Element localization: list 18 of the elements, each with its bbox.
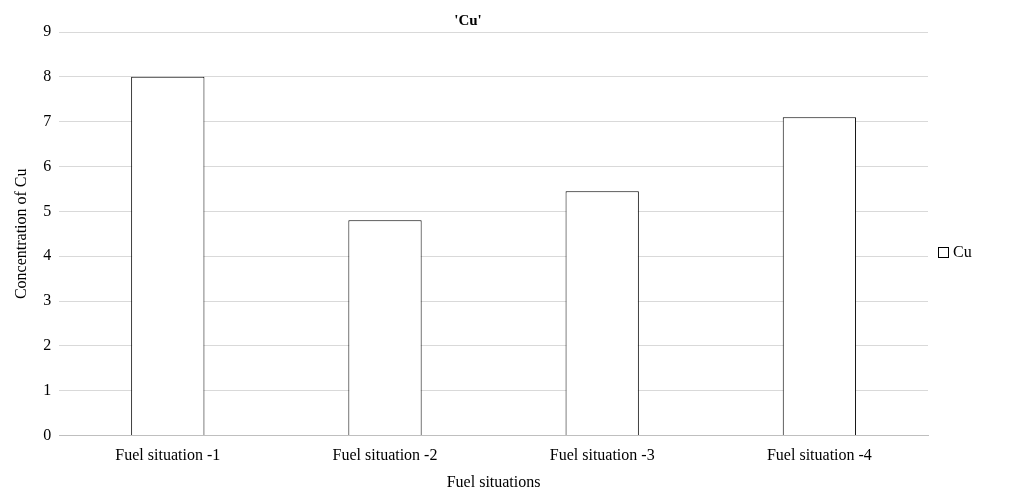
text: Cu: [953, 243, 972, 261]
y-tick-label: 0: [43, 425, 52, 443]
y-tick-label: 6: [43, 156, 52, 174]
y-tick-label: 9: [43, 22, 52, 40]
y-axis-title: Concentration of Cu: [11, 168, 29, 300]
y-tick-label: 8: [43, 67, 52, 85]
x-tick-label: Fuel situation -4: [766, 446, 872, 464]
x-tick-label: Fuel situation -1: [115, 446, 221, 464]
y-tick-label: 5: [43, 201, 52, 219]
x-tick-label: Fuel situation -3: [549, 446, 655, 464]
chart-title: 'Cu': [454, 11, 482, 28]
x-tick-label: Fuel situation -2: [332, 446, 438, 464]
y-tick-label: 1: [43, 380, 52, 398]
y-tick-label: 4: [43, 246, 52, 264]
x-axis-title: Fuel situations: [446, 472, 541, 490]
y-tick-label: 7: [43, 111, 52, 129]
y-tick-label: 2: [43, 336, 52, 354]
y-tick-label: 3: [43, 291, 52, 309]
